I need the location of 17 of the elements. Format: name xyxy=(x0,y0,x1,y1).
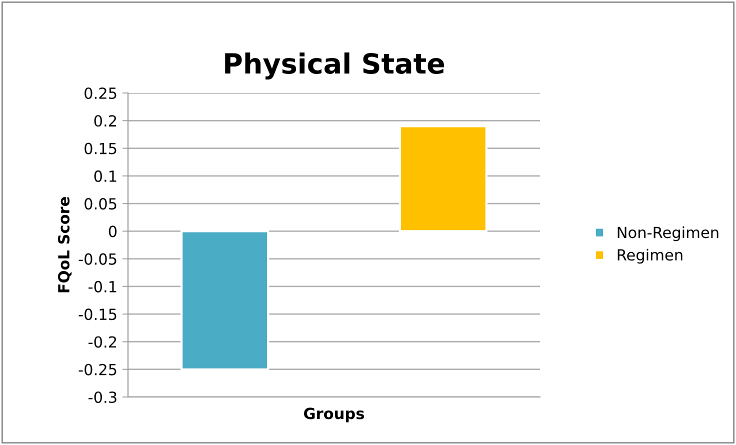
y-tick-label: -0.3 xyxy=(88,391,116,404)
y-tick-label: 0.25 xyxy=(84,87,116,100)
legend-label: Regimen xyxy=(618,248,682,264)
y-tick-label: -0.2 xyxy=(88,336,116,348)
y-tick-label: 0.15 xyxy=(84,142,116,154)
y-tick-label: 0.1 xyxy=(94,170,116,182)
chart-title: Physical State xyxy=(225,52,444,80)
legend-label: Non-Regimen xyxy=(618,226,718,242)
y-tick-label: -0.25 xyxy=(78,364,116,376)
y-tick-label: 0.2 xyxy=(94,115,116,127)
x-axis-title: Groups xyxy=(304,408,364,422)
y-tick-label: -0.1 xyxy=(88,280,116,292)
y-tick-label: 0.05 xyxy=(84,198,116,210)
y-tick-label: -0.05 xyxy=(78,253,116,265)
y-tick-label: 0 xyxy=(108,226,117,238)
y-tick-label: -0.15 xyxy=(78,308,116,320)
y-axis-title: FQoL Score xyxy=(58,197,72,292)
